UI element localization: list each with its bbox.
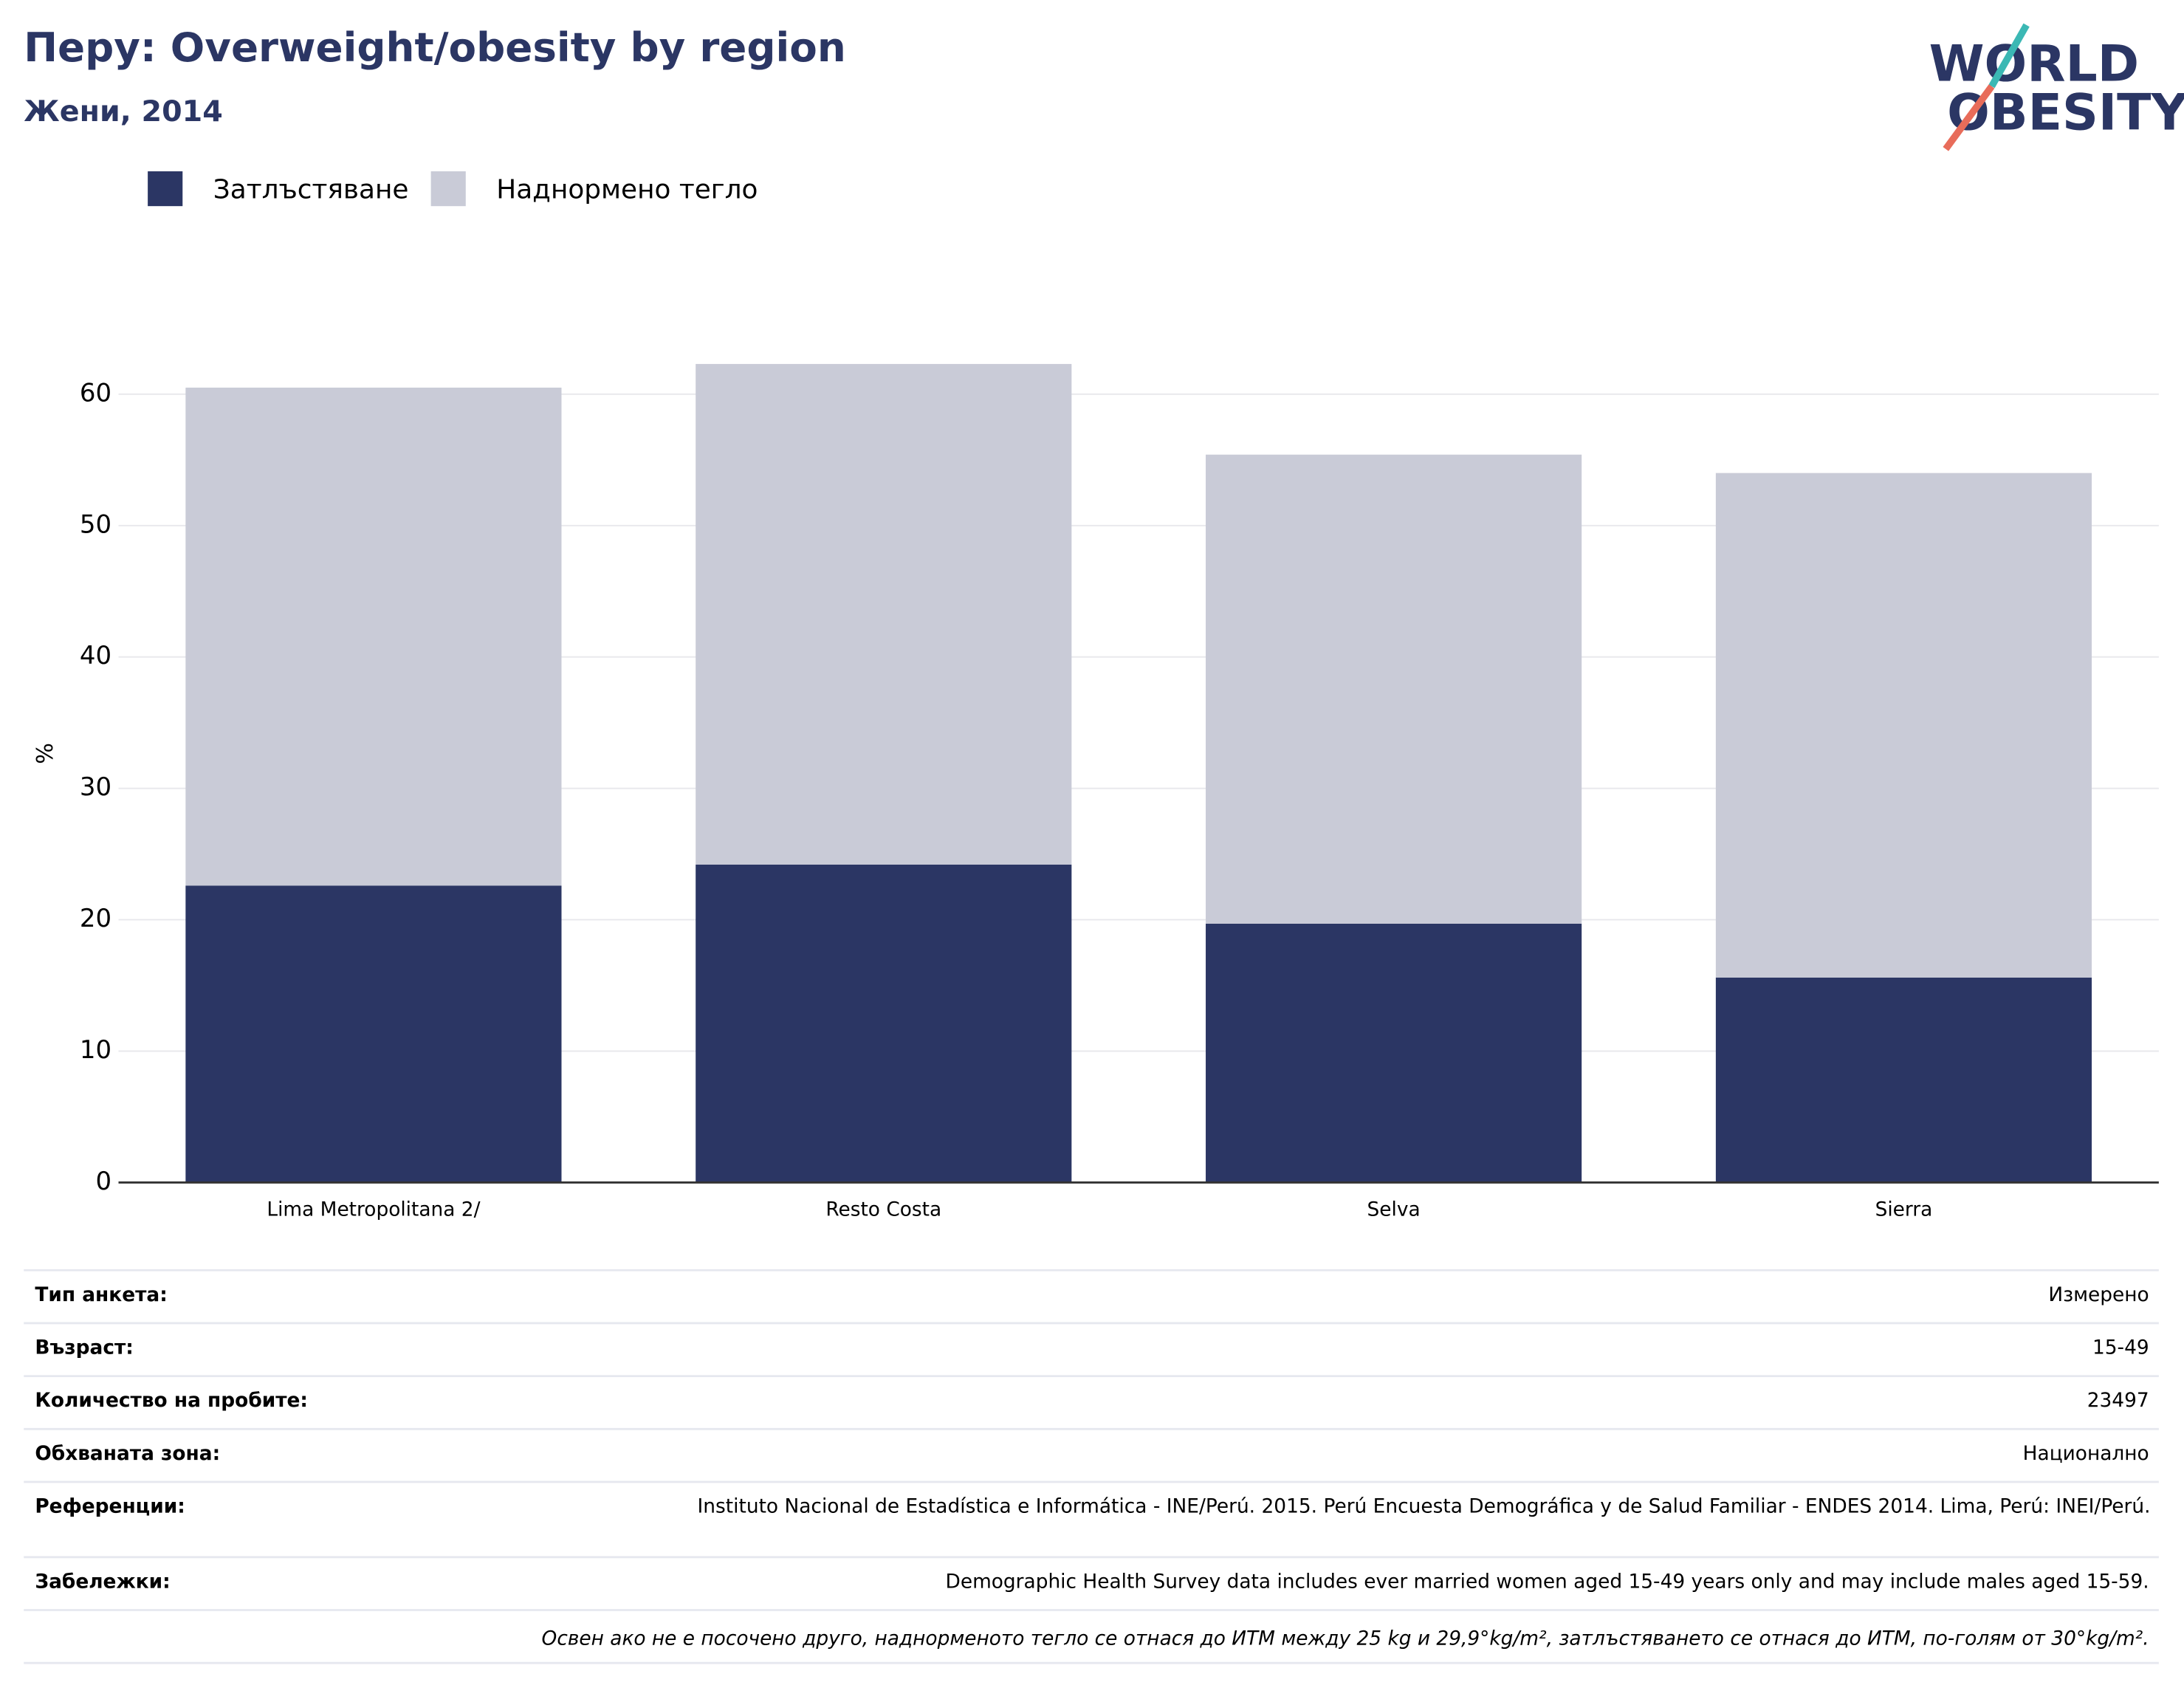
table-value: Национално [2023,1442,2149,1465]
x-tick-label: Selva [1367,1198,1421,1221]
table-value: Измерено [2048,1283,2149,1306]
logo-slash [1988,23,2030,89]
reference-value-box: Instituto Nacional de Estadística e Info… [697,1495,2151,1519]
bar-segment [1206,923,1582,1183]
logo-text: WORLD [1929,35,2140,93]
x-tick-label: Resto Costa [825,1198,941,1221]
table-value: 15-49 [2092,1336,2149,1359]
bar-segment [1206,454,1582,924]
y-tick-label: 0 [95,1167,111,1196]
legend-label: Затлъстяване [213,174,409,205]
legend-swatch [430,171,466,207]
table-label: Възраст: [35,1336,133,1359]
table-label: Количество на пробите: [35,1389,308,1412]
bar-segment [696,363,1072,865]
table-value: Demographic Health Survey data includes … [946,1570,2149,1593]
table-label: Забележки: [35,1570,170,1593]
y-tick-label: 10 [80,1035,111,1065]
bar-segment [185,885,562,1183]
table-value: Instituto Nacional de Estadística e Info… [697,1495,2151,1519]
y-tick-label: 40 [80,641,111,670]
bar-segment [185,387,562,886]
table-label: Референции: [35,1495,185,1517]
y-axis-label: % [32,743,58,764]
chart-subtitle: Жени, 2014 [24,95,223,128]
bar-segment [1715,473,2092,978]
y-tick-label: 30 [80,772,111,802]
x-tick-label: Sierra [1875,1198,1933,1221]
logo-text: OBESITY [1947,83,2184,142]
table-label: Тип анкета: [35,1283,167,1306]
legend-label: Наднормено тегло [496,174,758,205]
y-tick-label: 20 [80,904,111,933]
bar-segment [1715,977,2092,1183]
y-tick-label: 50 [80,509,111,539]
logo-slash [1943,84,1995,151]
x-tick-label: Lima Metropolitana 2/ [267,1198,480,1221]
table-value: 23497 [2087,1389,2149,1412]
y-tick-label: 60 [80,378,111,408]
legend-swatch [148,171,183,207]
table-label: Обхваната зона: [35,1442,220,1465]
bar-segment [696,864,1072,1183]
table-note: Освен ако не е посочено друго, наднормен… [542,1627,2149,1650]
chart-title: Перу: Overweight/obesity by region [24,24,846,71]
